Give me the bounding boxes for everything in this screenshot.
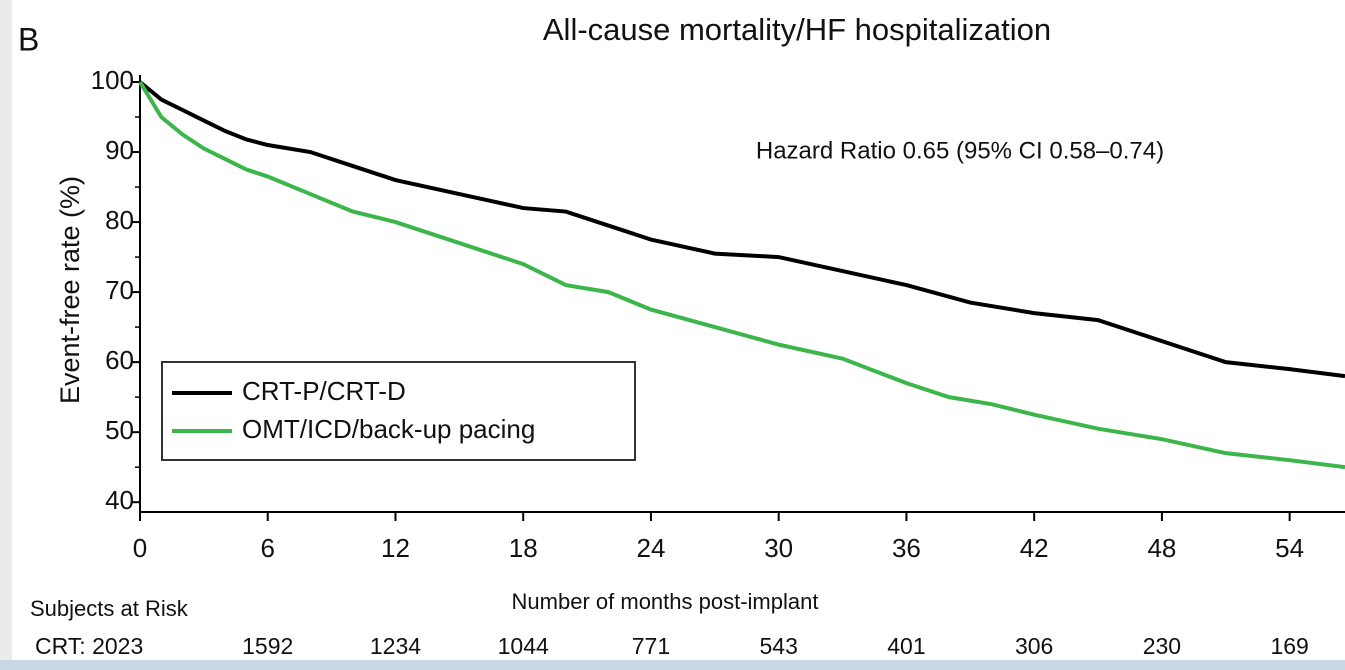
- at-risk-value: 306: [1015, 633, 1053, 659]
- x-tick-label: 0: [133, 533, 147, 563]
- legend-label: CRT-P/CRT-D: [242, 376, 406, 406]
- survival-curve: [138, 80, 1345, 470]
- y-axis-label: Event-free rate (%): [55, 176, 85, 404]
- annotation: Hazard Ratio 0.65 (95% CI 0.58–0.74): [756, 137, 1164, 164]
- at-risk-row-label: CRT: 2023: [35, 633, 143, 659]
- y-tick-label: 100: [91, 65, 134, 95]
- x-tick-label: 12: [381, 533, 410, 563]
- x-tick-label: 48: [1147, 533, 1176, 563]
- x-tick-label: 30: [764, 533, 793, 563]
- x-tick-label: 6: [261, 533, 275, 563]
- at-risk-title: Subjects at Risk: [30, 596, 189, 621]
- y-tick-label: 60: [105, 345, 134, 375]
- at-risk-value: 1044: [498, 633, 549, 659]
- x-tick-label: 24: [636, 533, 665, 563]
- survival-curve: [138, 80, 1345, 379]
- bottom-strip: [0, 660, 1345, 670]
- at-risk-value: 230: [1143, 633, 1181, 659]
- side-strip: [0, 0, 12, 670]
- at-risk-value: 771: [632, 633, 670, 659]
- x-tick-label: 18: [509, 533, 538, 563]
- at-risk-value: 401: [887, 633, 925, 659]
- at-risk-value: 1234: [370, 633, 421, 659]
- y-tick-label: 50: [105, 415, 134, 445]
- at-risk-value: 543: [760, 633, 798, 659]
- x-tick-label: 42: [1020, 533, 1049, 563]
- at-risk-value: 169: [1270, 633, 1308, 659]
- y-tick-label: 90: [105, 135, 134, 165]
- at-risk-value: 1592: [242, 633, 293, 659]
- y-tick-label: 70: [105, 275, 134, 305]
- panel-label: B: [18, 21, 39, 57]
- x-tick-label: 36: [892, 533, 921, 563]
- x-axis-label: Number of months post-implant: [512, 589, 819, 614]
- legend-box: [161, 361, 636, 461]
- chart-title: All-cause mortality/HF hospitalization: [543, 12, 1051, 47]
- y-tick-label: 40: [105, 485, 134, 515]
- legend-label: OMT/ICD/back-up pacing: [242, 414, 535, 444]
- y-tick-label: 80: [105, 205, 134, 235]
- x-tick-label: 54: [1275, 533, 1304, 563]
